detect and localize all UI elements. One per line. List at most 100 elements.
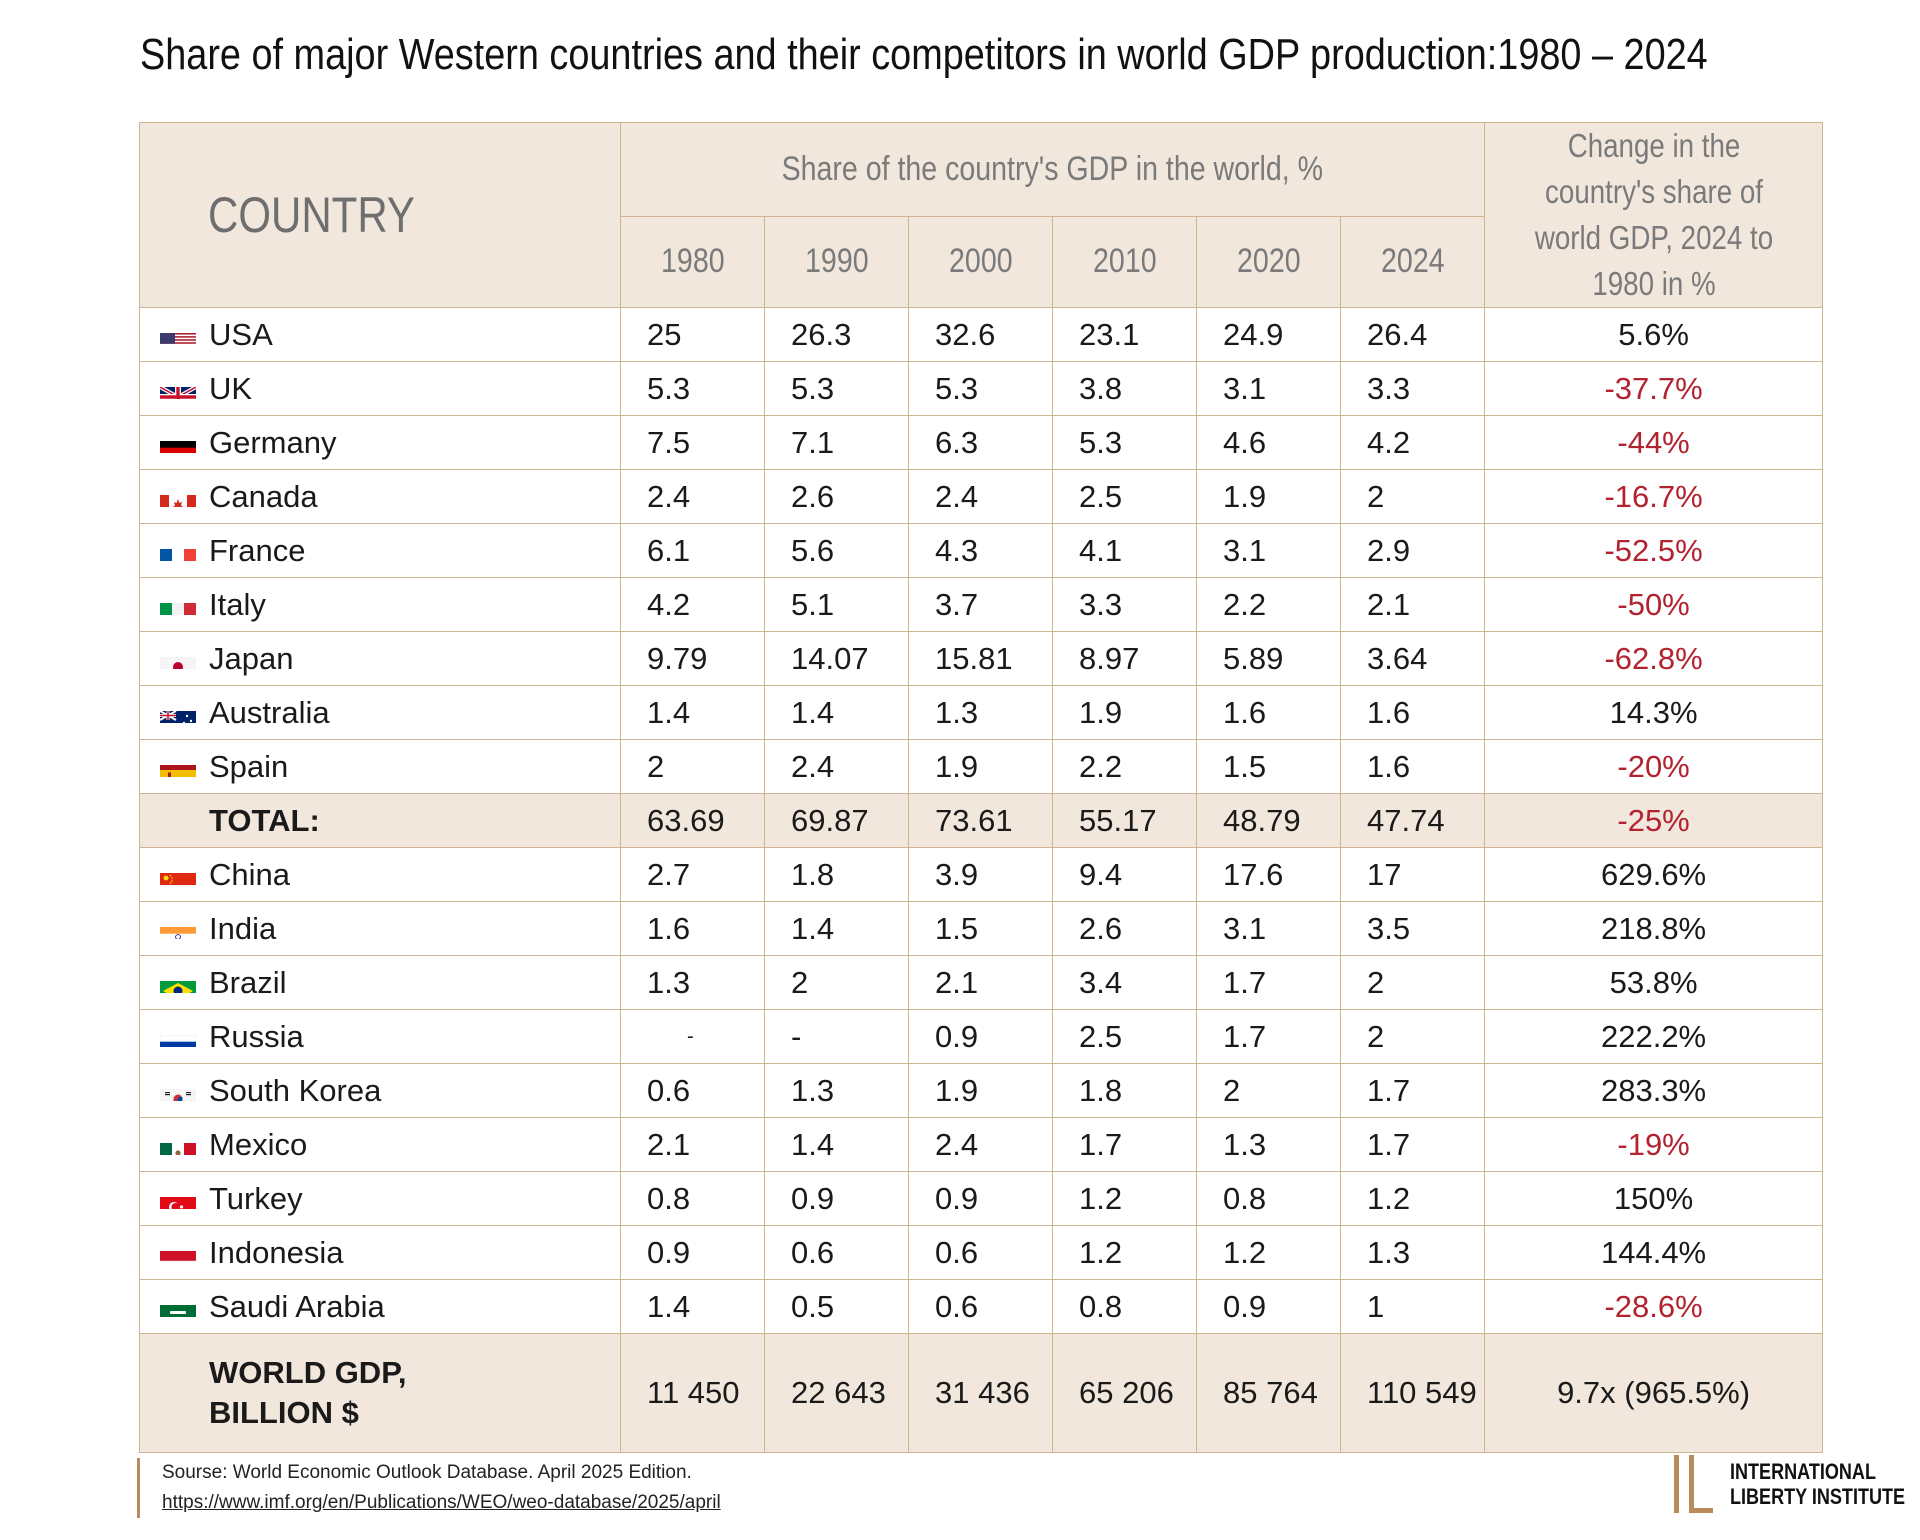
table-row: China 2.7 1.8 3.9 9.4 17.6 17 629.6% [139, 847, 1824, 902]
country-cell: Canada [139, 469, 621, 524]
table-row: Russia - -0.9 2.5 1.7 2 222.2% [139, 1009, 1824, 1064]
value-2024: 3.3 [1339, 361, 1486, 416]
value-2000: 0.6 [908, 1279, 1053, 1334]
country-name: Russia [209, 1018, 304, 1054]
value-2000: 2.4 [908, 1117, 1053, 1172]
spain-flag-icon [160, 757, 196, 777]
table-row: Italy 4.2 5.1 3.7 3.3 2.2 2.1 -50% [139, 577, 1824, 632]
value-2020: 1.9 [1196, 469, 1341, 524]
value-2020: 1.3 [1196, 1117, 1341, 1172]
total-row: TOTAL: 63.69 69.87 73.61 55.17 48.79 47.74 -25% [139, 793, 1824, 848]
change-value: 629.6% [1484, 847, 1824, 902]
value-2000: 3.9 [908, 847, 1053, 902]
table-row: Turkey 0.8 0.9 0.9 1.2 0.8 1.2 150% [139, 1171, 1824, 1226]
value-1990: 1.4 [764, 901, 909, 956]
table-row: Brazil 1.3 2 2.1 3.4 1.7 2 53.8% [139, 955, 1824, 1010]
ili-logo: INTERNATIONAL LIBERTY INSTITUTE [1672, 1453, 1920, 1515]
value-2000: 32.6 [908, 307, 1053, 362]
table-row: Australia 1.4 1.4 1.3 1.9 1.6 1.6 14.3% [139, 685, 1824, 740]
value-1980: 1.4 [620, 685, 765, 740]
country-name: China [209, 856, 290, 892]
value-2024: 2.9 [1339, 523, 1486, 578]
value-2020: 4.6 [1196, 415, 1341, 470]
country-name: WORLD GDP, BILLION $ [209, 1355, 407, 1430]
canada-flag-icon [160, 487, 196, 507]
value-2000: 15.81 [908, 631, 1053, 686]
value-2024: 1.6 [1339, 685, 1486, 740]
value-2020: 24.9 [1196, 307, 1341, 362]
country-cell: TOTAL: [139, 793, 621, 848]
value-2010: 3.4 [1052, 955, 1197, 1010]
table-row: India 1.6 1.4 1.5 2.6 3.1 3.5 218.8% [139, 901, 1824, 956]
australia-flag-icon [160, 703, 196, 723]
country-cell: Mexico [139, 1117, 621, 1172]
value-2024: 2 [1339, 469, 1486, 524]
indonesia-flag-icon [160, 1243, 196, 1263]
value-1980: 1.3 [620, 955, 765, 1010]
brazil-flag-icon [160, 973, 196, 993]
page-title: Share of major Western countries and the… [140, 30, 1708, 79]
country-cell: Germany [139, 415, 621, 470]
table-body: USA 25 26.3 32.6 23.1 24.9 26.4 5.6% UK 5.3 5.3 5.3… [139, 307, 1824, 1453]
country-cell: China [139, 847, 621, 902]
value-2020: 2 [1196, 1063, 1341, 1118]
value-2024: 1.7 [1339, 1063, 1486, 1118]
table-row: Japan 9.79 14.07 15.81 8.97 5.89 3.64 -62.8% [139, 631, 1824, 686]
country-name: Indonesia [209, 1234, 344, 1270]
change-value: -44% [1484, 415, 1824, 470]
change-value: 5.6% [1484, 307, 1824, 362]
value-2020: 1.7 [1196, 1009, 1341, 1064]
change-value: 222.2% [1484, 1009, 1824, 1064]
value-2010: 5.3 [1052, 415, 1197, 470]
value-2020: 1.5 [1196, 739, 1341, 794]
saudi-arabia-flag-icon [160, 1297, 196, 1317]
gdp-share-table: COUNTRY Share of the country's GDP in th… [139, 122, 1824, 1453]
value-2000: 1.5 [908, 901, 1053, 956]
country-cell: UK [139, 361, 621, 416]
country-cell: Australia [139, 685, 621, 740]
value-1990: 2.6 [764, 469, 909, 524]
change-value: 53.8% [1484, 955, 1824, 1010]
value-1980: 2.7 [620, 847, 765, 902]
country-name: Germany [209, 424, 337, 460]
value-2024: 47.74 [1339, 793, 1486, 848]
change-value: -62.8% [1484, 631, 1824, 686]
value-2024: 26.4 [1339, 307, 1486, 362]
country-cell: Japan [139, 631, 621, 686]
header-year-2024: 2024 [1339, 215, 1486, 309]
country-name: Saudi Arabia [209, 1288, 385, 1324]
country-cell: Spain [139, 739, 621, 794]
change-value: 150% [1484, 1171, 1824, 1226]
value-2000: 0.6 [908, 1225, 1053, 1280]
value-1980: 6.1 [620, 523, 765, 578]
source-link[interactable]: https://www.imf.org/en/Publications/WEO/… [162, 1492, 721, 1513]
country-name: India [209, 910, 277, 946]
value-1990: 1.4 [764, 1117, 909, 1172]
table-row: Germany 7.5 7.1 6.3 5.3 4.6 4.2 -44% [139, 415, 1824, 470]
value-2020: 1.7 [1196, 955, 1341, 1010]
change-value: 14.3% [1484, 685, 1824, 740]
table-row: UK 5.3 5.3 5.3 3.8 3.1 3.3 -37.7% [139, 361, 1824, 416]
value-2020: 3.1 [1196, 361, 1341, 416]
value-1990: 5.6 [764, 523, 909, 578]
logo-line-1: INTERNATIONAL [1730, 1459, 1876, 1484]
header-year-2010: 2010 [1052, 215, 1197, 309]
country-name: Australia [209, 694, 330, 730]
value-2000: 73.61 [908, 793, 1053, 848]
value-1980: 11 450 [620, 1333, 765, 1453]
change-value: -20% [1484, 739, 1824, 794]
value-2000: 6.3 [908, 415, 1053, 470]
country-name: USA [209, 316, 273, 352]
value-1980: 0.8 [620, 1171, 765, 1226]
value-2020: 17.6 [1196, 847, 1341, 902]
value-1990: 2 [764, 955, 909, 1010]
value-1990: 5.1 [764, 577, 909, 632]
country-name: France [209, 532, 306, 568]
country-name: Japan [209, 640, 294, 676]
value-2020: 0.8 [1196, 1171, 1341, 1226]
value-2024: 1.3 [1339, 1225, 1486, 1280]
change-value: 144.4% [1484, 1225, 1824, 1280]
value-2020: 1.6 [1196, 685, 1341, 740]
country-name: Spain [209, 748, 289, 784]
value-2020: 85 764 [1196, 1333, 1341, 1453]
